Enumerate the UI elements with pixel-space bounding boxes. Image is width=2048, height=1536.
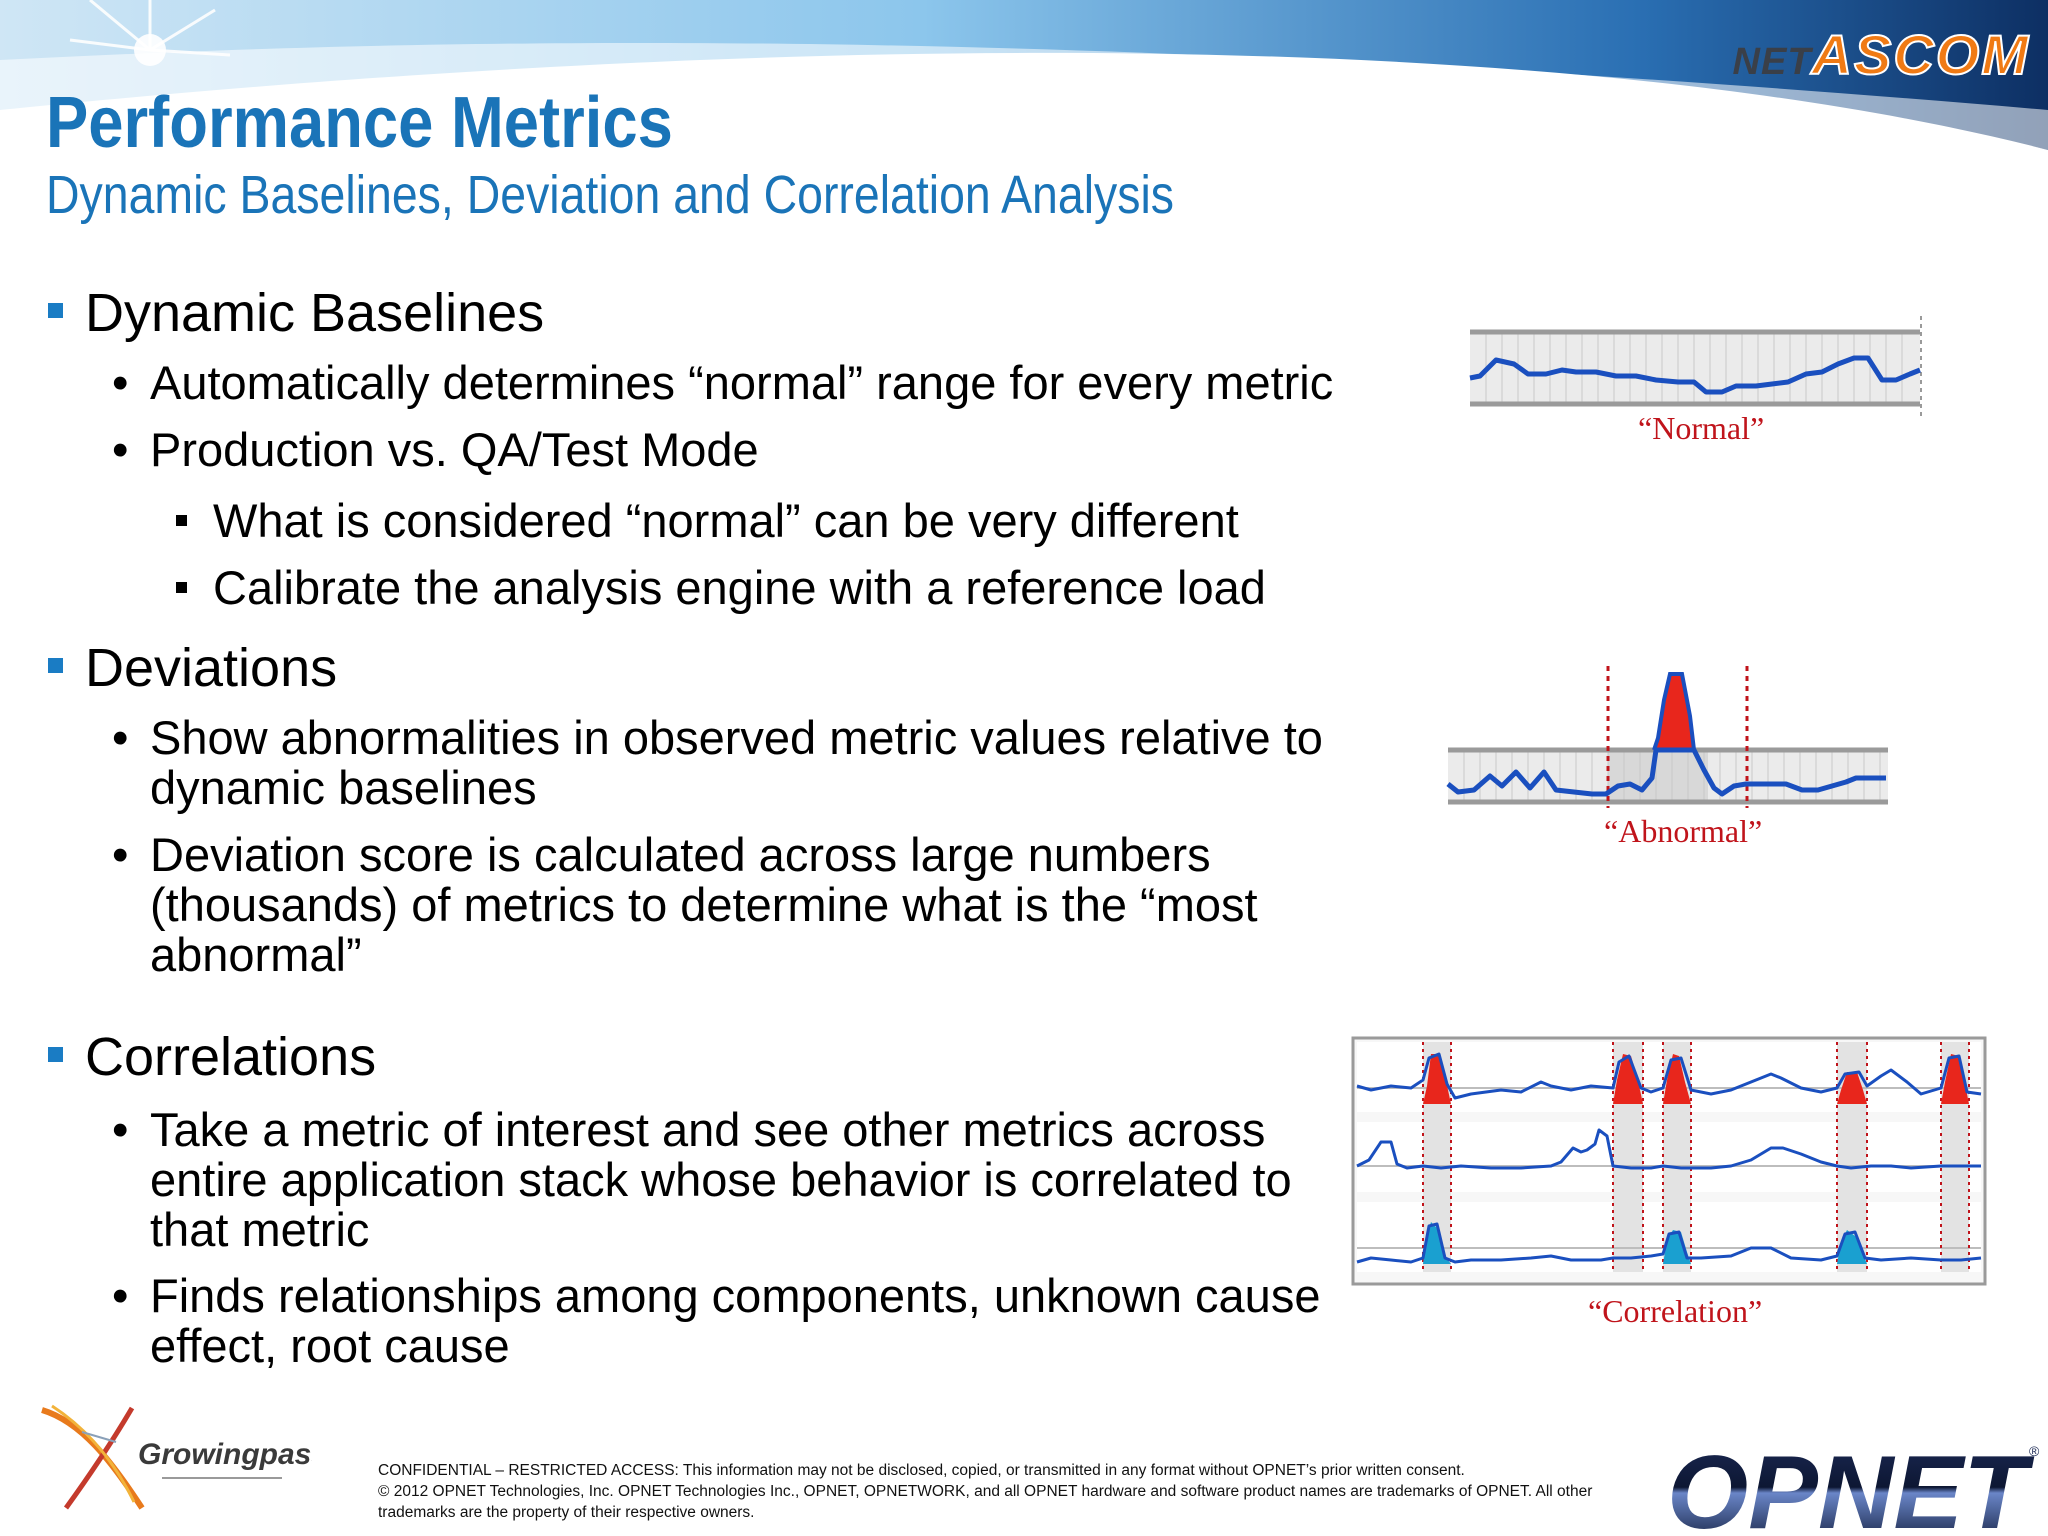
correlation-caption: “Correlation” xyxy=(1588,1293,1763,1329)
footer-line: © 2012 OPNET Technologies, Inc. OPNET Te… xyxy=(378,1483,1593,1521)
normal-caption: “Normal” xyxy=(1638,410,1765,446)
normal-baseline-figure xyxy=(1469,316,1922,420)
registered-mark-icon: ® xyxy=(2029,1443,2040,1459)
bullet-text: Deviation score is calculated across lar… xyxy=(150,828,1258,981)
bullet-dot-icon: • xyxy=(112,356,129,409)
bullet-text: Production vs. QA/Test Mode xyxy=(150,423,759,476)
sub-bullet-point: What is considered “normal” can be very … xyxy=(176,493,1239,548)
square-bullet-icon xyxy=(48,1047,63,1063)
sub-bullet-text: What is considered “normal” can be very … xyxy=(213,494,1239,547)
growingpass-logo: Growingpass xyxy=(41,1404,312,1510)
section-heading-correlations: Correlations xyxy=(48,1026,376,1088)
section-heading-text: Deviations xyxy=(85,638,338,698)
bullet-dot-icon: • xyxy=(112,1103,129,1156)
section-heading-dynamic-baselines: Dynamic Baselines xyxy=(48,282,544,344)
abnormal-caption: “Abnormal” xyxy=(1604,813,1763,849)
section-heading-deviations: Deviations xyxy=(48,637,337,699)
small-square-bullet-icon xyxy=(176,582,187,594)
bullet-dot-icon: • xyxy=(112,828,129,881)
sub-bullet-point: Calibrate the analysis engine with a ref… xyxy=(176,560,1266,615)
section-heading-text: Dynamic Baselines xyxy=(85,283,545,343)
growingpass-logo-text: Growingpass xyxy=(138,1438,312,1471)
slide-subtitle: Dynamic Baselines, Deviation and Correla… xyxy=(46,165,1175,225)
sub-bullet-text: Calibrate the analysis engine with a ref… xyxy=(213,561,1266,614)
abnormal-deviation-figure xyxy=(1446,666,1888,808)
footer-legal-text: CONFIDENTIAL – RESTRICTED ACCESS: This i… xyxy=(378,1460,1628,1523)
small-square-bullet-icon xyxy=(176,515,187,527)
logo-net-text: NET xyxy=(1732,41,1812,83)
header-swoosh-band xyxy=(0,0,2048,151)
bullet-text: Take a metric of interest and see other … xyxy=(150,1103,1292,1256)
bullet-dot-icon: • xyxy=(112,423,129,476)
opnet-logo-text: OPNET xyxy=(1667,1436,2035,1536)
logo-ascom-text: ASCOM xyxy=(1811,22,2030,87)
correlation-figure xyxy=(1351,1036,1987,1286)
bullet-dot-icon: • xyxy=(112,1269,129,1322)
netascom-logo: NETASCOM xyxy=(1733,22,2030,87)
bullet-text: Finds relationships among components, un… xyxy=(150,1269,1321,1372)
section-heading-text: Correlations xyxy=(85,1027,377,1087)
footer-line: CONFIDENTIAL – RESTRICTED ACCESS: This i… xyxy=(378,1462,1465,1479)
square-bullet-icon xyxy=(48,303,63,319)
bullet-text: Automatically determines “normal” range … xyxy=(150,356,1334,409)
slide-title: Performance Metrics xyxy=(46,83,673,163)
opnet-logo: OPNET ® xyxy=(1667,1436,2040,1536)
bullet-text: Show abnormalities in observed metric va… xyxy=(150,711,1323,814)
square-bullet-icon xyxy=(48,658,63,674)
bullet-dot-icon: • xyxy=(112,711,129,764)
